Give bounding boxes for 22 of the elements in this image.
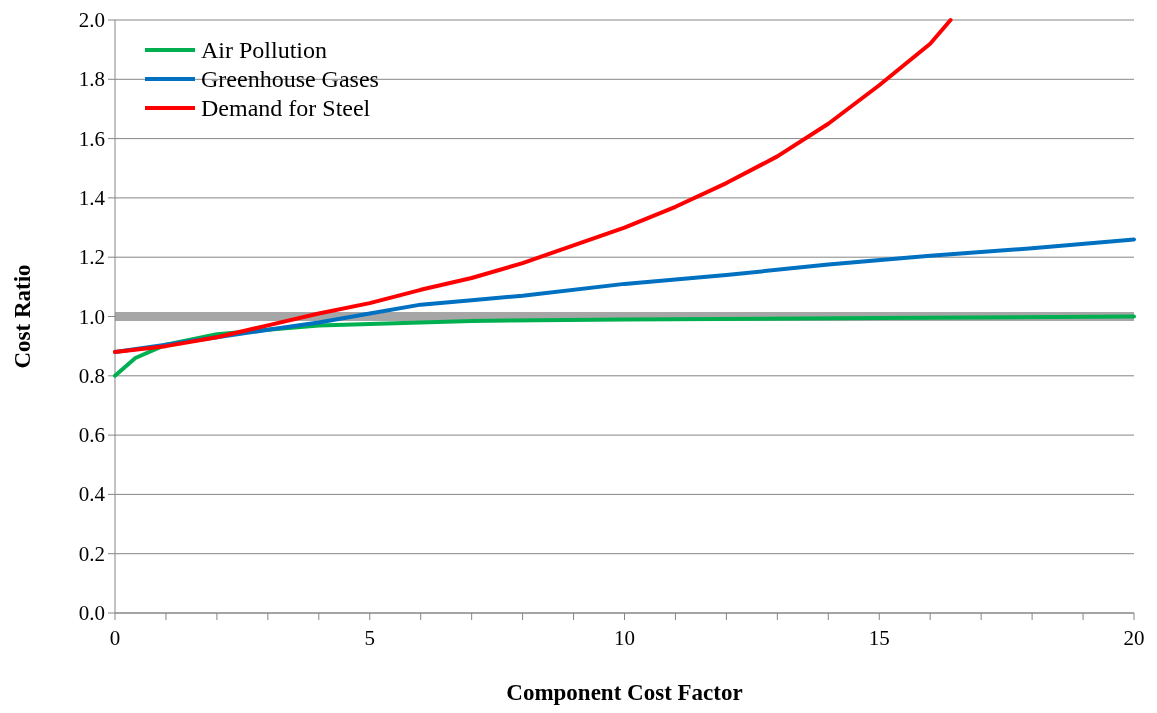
legend-label: Demand for Steel [201,95,371,121]
y-tick-label: 0.4 [78,482,106,507]
y-tick-label: 0.6 [78,423,105,448]
y-tick-label: 1.6 [78,126,105,151]
x-axis-title: Component Cost Factor [506,680,743,705]
y-axis-title: Cost Ratio [10,264,35,369]
x-tick-label: 0 [109,626,121,650]
y-tick-label: 2.0 [78,8,105,32]
x-tick-label: 5 [364,626,375,650]
x-tick-label: 15 [868,626,890,650]
y-tick-label: 0.8 [78,363,105,388]
y-tick-label: 1.0 [78,304,105,329]
y-tick-label: 1.4 [78,185,106,210]
legend-label: Greenhouse Gases [201,66,379,92]
x-tick-label: 20 [1123,626,1145,650]
y-tick-label: 0.2 [78,541,105,566]
y-tick-label: 1.2 [78,245,105,270]
legend-label: Air Pollution [201,37,328,63]
x-tick-label: 10 [614,626,635,650]
line-series [113,18,953,355]
y-tick-label: 0.0 [78,601,105,625]
y-tick-label: 1.8 [78,67,105,92]
